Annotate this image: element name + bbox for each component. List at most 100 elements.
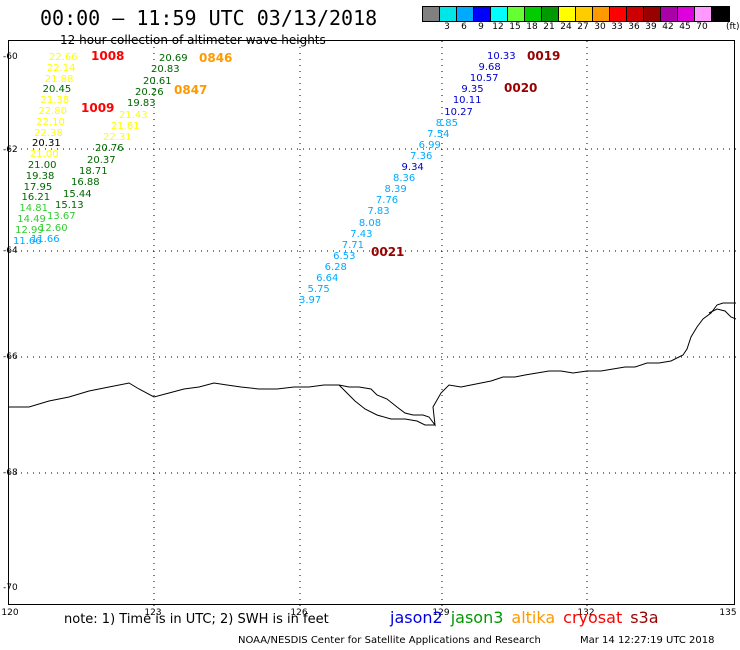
colorbar-swatch — [695, 7, 712, 21]
colorbar-swatch — [678, 7, 695, 21]
swh-value: 5.75 — [307, 284, 330, 296]
swh-value: 21.88 — [44, 73, 74, 85]
swh-value: 8.85 — [435, 117, 458, 129]
swh-value: 7.43 — [350, 228, 373, 240]
colorbar-label: 9 — [478, 22, 484, 32]
colorbar-swatch — [491, 7, 508, 21]
wave-height-colorbar — [422, 6, 730, 22]
swh-value: 14.49 — [17, 214, 46, 225]
swh-value: 14.81 — [19, 203, 48, 215]
lat-label: -70 — [3, 583, 18, 593]
pass-time-label: 0847 — [174, 83, 208, 97]
swh-value: 11.66 — [31, 233, 60, 245]
colorbar-swatch — [627, 7, 644, 21]
colorbar-swatch — [474, 7, 491, 21]
swh-value: 22.66 — [49, 52, 78, 63]
swh-value: 7.36 — [410, 150, 433, 162]
swh-value: 7.71 — [341, 239, 364, 251]
swh-value: 10.33 — [487, 51, 516, 62]
swh-value: 21.81 — [111, 120, 140, 132]
swh-value: 9.34 — [401, 162, 424, 173]
colorbar-label: 42 — [662, 22, 674, 32]
colorbar-label: 36 — [628, 22, 640, 32]
swh-value: 10.57 — [469, 73, 499, 85]
swh-value: 9.35 — [461, 84, 484, 96]
colorbar-swatch — [559, 7, 576, 21]
swh-value: 19.83 — [127, 98, 156, 110]
colorbar-label: 70 — [696, 22, 708, 32]
colorbar-swatch — [542, 7, 559, 21]
pass-time-label: 0846 — [199, 51, 233, 65]
map-canvas — [9, 41, 737, 606]
legend-jason2: jason2 — [390, 608, 443, 627]
swh-value: 16.21 — [21, 192, 51, 204]
swh-value: 6.99 — [418, 139, 441, 151]
legend-cryosat: cryosat — [563, 608, 623, 627]
colorbar-swatch — [644, 7, 661, 21]
lon-label: 123 — [144, 608, 162, 618]
pass-time-label: 0019 — [527, 49, 561, 63]
lat-label: -68 — [3, 468, 18, 478]
colorbar-label: 27 — [577, 22, 589, 32]
colorbar-label: 3 — [444, 22, 450, 32]
pass-time-label: 1009 — [81, 101, 115, 115]
swh-value: 10.11 — [452, 95, 482, 107]
footer-timestamp: Mar 14 12:27:19 UTC 2018 — [580, 635, 715, 646]
swh-value: 6.64 — [316, 273, 339, 284]
colorbar-labels: (ft) 3 6 9 12 15 18 21 24 27 30 33 36 39 42 45 70 — [422, 22, 740, 34]
lon-label: 135 — [719, 608, 737, 618]
footer-credit: NOAA/NESDIS Center for Satellite Applica… — [238, 635, 541, 646]
swh-value: 22.31 — [103, 132, 132, 144]
swh-value: 11.66 — [13, 235, 42, 247]
swh-value: 20.31 — [32, 138, 61, 150]
coastline — [9, 302, 736, 427]
colorbar-swatch — [457, 7, 474, 21]
swh-value: 12.99 — [15, 224, 44, 236]
swh-value: 21.43 — [119, 109, 148, 121]
colorbar-label: 12 — [492, 22, 504, 32]
legend-altika: altika — [511, 608, 556, 627]
swh-value: 7.83 — [367, 206, 390, 218]
parallel-gridlines — [9, 148, 736, 474]
swh-value: 21.00 — [27, 160, 57, 171]
colorbar-swatch — [661, 7, 678, 21]
lat-label: -62 — [3, 145, 18, 155]
swh-value: 22.14 — [46, 62, 76, 74]
swh-value: 12.60 — [39, 222, 68, 234]
colorbar-label: 21 — [543, 22, 555, 32]
swh-value: 7.54 — [427, 128, 450, 140]
swh-value: 21.38 — [40, 95, 70, 107]
colorbar-swatch — [576, 7, 593, 21]
colorbar-label: 15 — [509, 22, 521, 32]
swh-value: 20.45 — [42, 84, 72, 96]
swh-value: 20.69 — [159, 53, 188, 64]
colorbar-unit: (ft) — [726, 22, 740, 32]
map-area[interactable]: 22.66 22.14 21.88 20.45 21.38 22.80 22.10 22.38… — [8, 40, 737, 606]
colorbar-label: 6 — [461, 22, 467, 32]
swh-value: 15.44 — [63, 188, 92, 200]
lat-label: -64 — [3, 246, 18, 256]
map-title: 00:00 – 11:59 UTC 03/13/2018 — [40, 6, 378, 30]
lon-label: 126 — [290, 608, 308, 618]
lon-label: 129 — [432, 608, 450, 618]
swh-value: 20.26 — [135, 86, 164, 98]
swh-value: 8.36 — [393, 173, 416, 185]
swh-value: 20.37 — [87, 154, 116, 166]
colorbar-swatch — [440, 7, 457, 21]
swh-value: 10.27 — [444, 106, 473, 118]
coastline-east — [708, 308, 737, 320]
swh-value: 16.88 — [71, 177, 100, 189]
swh-value: 22.80 — [38, 106, 68, 117]
swh-value: 3.97 — [299, 295, 322, 307]
swh-value: 19.38 — [25, 170, 55, 182]
swh-value: 9.68 — [478, 62, 501, 74]
note-text: note: 1) Time is in UTC; 2) SWH is in fe… — [64, 612, 329, 627]
swh-value: 22.10 — [36, 116, 65, 128]
lon-label: 132 — [577, 608, 595, 618]
colorbar-swatch — [508, 7, 525, 21]
swh-value: 20.76 — [95, 143, 124, 155]
pass-time-label: 0021 — [371, 245, 405, 259]
colorbar-swatch — [610, 7, 627, 21]
lon-label: 120 — [1, 608, 19, 618]
colorbar-label: 24 — [560, 22, 572, 32]
